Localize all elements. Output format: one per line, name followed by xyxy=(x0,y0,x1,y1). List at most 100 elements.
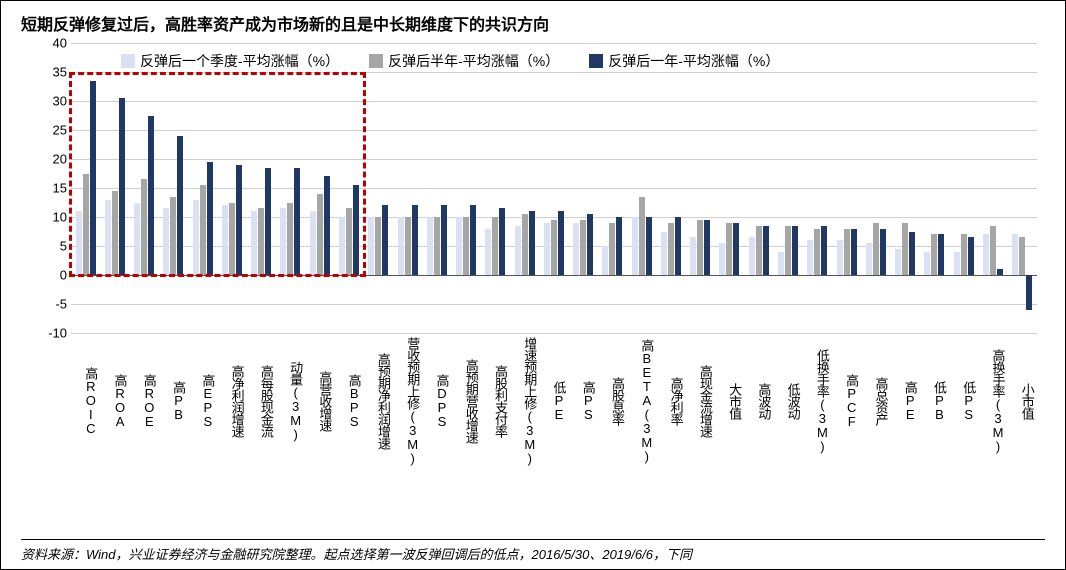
bar xyxy=(924,252,930,275)
bar-group xyxy=(803,43,832,333)
legend-item: 反弹后半年-平均涨幅（%） xyxy=(369,51,559,71)
bar xyxy=(573,223,579,275)
bars-container xyxy=(71,43,1037,333)
bar xyxy=(851,229,857,275)
bar xyxy=(602,246,608,275)
y-tick-label: 25 xyxy=(53,123,67,138)
bar xyxy=(163,208,169,275)
bar xyxy=(229,203,235,276)
chart-area: 反弹后一个季度-平均涨幅（%） 反弹后半年-平均涨幅（%） 反弹后一年-平均涨幅… xyxy=(31,43,1037,503)
x-axis-label: 低换手率(3M) xyxy=(803,335,832,465)
x-axis-label: 高净利润增速 xyxy=(217,335,246,465)
bar xyxy=(222,205,228,275)
bar xyxy=(873,223,879,275)
x-axis-label: 高股息率 xyxy=(598,335,627,465)
bar xyxy=(844,229,850,275)
bar xyxy=(983,234,989,275)
bar xyxy=(324,176,330,275)
x-axis-label: 高换手率(3M) xyxy=(978,335,1007,465)
x-axis-label: 动量(3M) xyxy=(276,335,305,465)
bar-group xyxy=(305,43,334,333)
y-tick-label: 35 xyxy=(53,65,67,80)
bar xyxy=(170,197,176,275)
bar xyxy=(733,223,739,275)
x-axis-label: 高波动 xyxy=(744,335,773,465)
bar xyxy=(317,194,323,275)
bar xyxy=(909,232,915,276)
bar xyxy=(353,185,359,275)
y-tick-label: 20 xyxy=(53,152,67,167)
bar xyxy=(463,217,469,275)
y-axis: -10-50510152025303540 xyxy=(31,43,71,333)
bar xyxy=(310,211,316,275)
bar xyxy=(675,217,681,275)
x-axis-label: 高ROE xyxy=(130,335,159,465)
bar-group xyxy=(861,43,890,333)
legend-label: 反弹后半年-平均涨幅（%） xyxy=(388,51,559,71)
bar-group xyxy=(627,43,656,333)
bar xyxy=(690,237,696,275)
bar-group xyxy=(920,43,949,333)
x-axis-label: 高净利率 xyxy=(656,335,685,465)
chart-title: 短期反弹修复过后，高胜率资产成为市场新的且是中长期维度下的共识方向 xyxy=(21,11,1045,35)
x-axis-label: 低PS xyxy=(949,335,978,465)
bar-group xyxy=(510,43,539,333)
bar xyxy=(339,217,345,275)
bar xyxy=(902,223,908,275)
bar xyxy=(551,220,557,275)
bar xyxy=(544,223,550,275)
bar xyxy=(148,116,154,276)
bar xyxy=(90,81,96,275)
x-axis-label: 高股利支付率 xyxy=(481,335,510,465)
x-axis-label: 高PE xyxy=(890,335,919,465)
legend-swatch-3 xyxy=(589,54,603,68)
bar xyxy=(134,203,140,276)
bar-group xyxy=(247,43,276,333)
x-labels: 高ROIC高ROA高ROE高PB高EPS高净利润增速高每股现金流动量(3M)高营… xyxy=(71,335,1037,465)
bar xyxy=(792,226,798,275)
bar-group xyxy=(890,43,919,333)
legend-swatch-1 xyxy=(121,54,135,68)
bar xyxy=(441,205,447,275)
bar xyxy=(200,185,206,275)
bar-group xyxy=(978,43,1007,333)
bar xyxy=(529,211,535,275)
bar-group xyxy=(1008,43,1037,333)
bar-group xyxy=(773,43,802,333)
bar-group xyxy=(715,43,744,333)
legend-item: 反弹后一个季度-平均涨幅（%） xyxy=(121,51,339,71)
bar xyxy=(587,214,593,275)
bar xyxy=(697,220,703,275)
y-tick-label: 30 xyxy=(53,94,67,109)
x-axis-label: 大市值 xyxy=(715,335,744,465)
x-axis-label: 高ROA xyxy=(100,335,129,465)
bar-group xyxy=(334,43,363,333)
bar xyxy=(193,200,199,275)
x-axis-label: 高总资产 xyxy=(861,335,890,465)
y-tick-label: 40 xyxy=(53,36,67,51)
bar xyxy=(251,211,257,275)
bar xyxy=(763,226,769,275)
legend-label: 反弹后一年-平均涨幅（%） xyxy=(608,51,779,71)
bar-group xyxy=(276,43,305,333)
bar xyxy=(280,208,286,275)
bar xyxy=(112,191,118,275)
x-axis-label: 低波动 xyxy=(773,335,802,465)
bar xyxy=(492,217,498,275)
bar-group xyxy=(100,43,129,333)
bar xyxy=(668,223,674,275)
bar-group xyxy=(364,43,393,333)
bar-group xyxy=(71,43,100,333)
bar-group xyxy=(217,43,246,333)
bar xyxy=(368,217,374,275)
bar xyxy=(294,168,300,275)
x-axis-label: 高预期净利润增速 xyxy=(364,335,393,465)
bar xyxy=(632,217,638,275)
y-tick-label: -5 xyxy=(55,297,67,312)
footer-source: 资料来源：Wind，兴业证券经济与金融研究院整理。起点选择第一波反弹回调后的低点… xyxy=(21,539,1045,563)
bar xyxy=(207,162,213,275)
bar xyxy=(968,237,974,275)
bar xyxy=(382,205,388,275)
y-tick-label: 0 xyxy=(60,268,67,283)
bar xyxy=(756,226,762,275)
